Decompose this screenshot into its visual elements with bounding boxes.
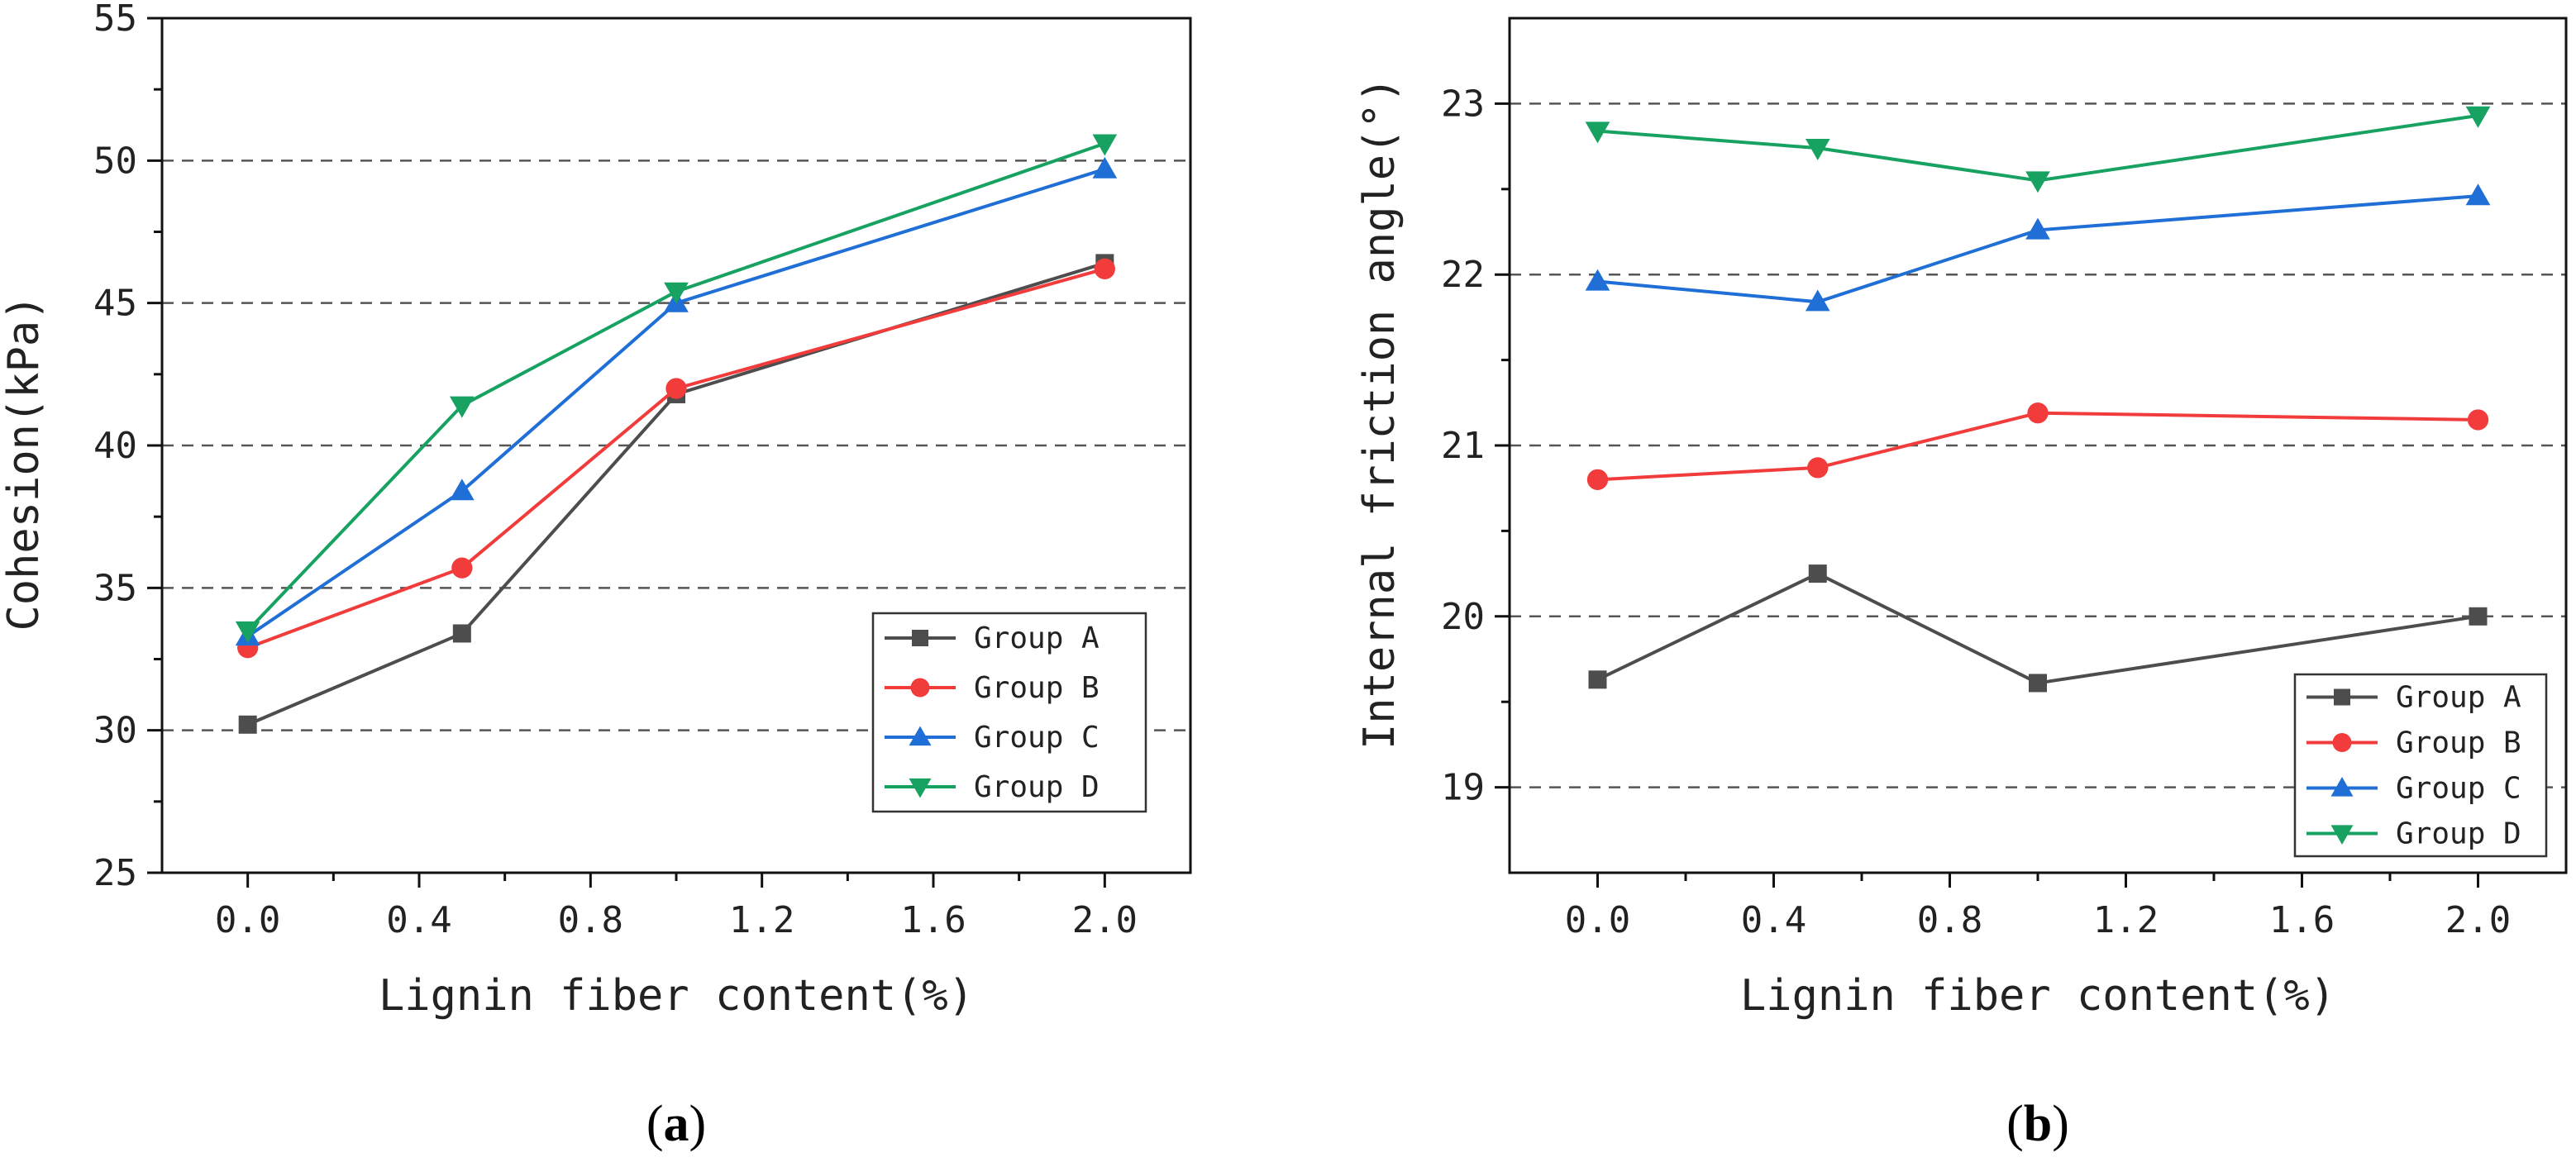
x-tick-label: 1.6 [2269, 899, 2335, 941]
data-point [1805, 289, 1830, 312]
y-axis-title: Internal friction angle(°) [1355, 77, 1405, 750]
x-tick-label: 2.0 [1072, 899, 1138, 941]
series-line [1596, 571, 2478, 685]
data-point [449, 479, 475, 501]
x-tick-label: 0.8 [558, 899, 623, 941]
legend: Group A Group B Group C Group D [2293, 673, 2548, 858]
data-point [1092, 156, 1118, 179]
y-tick-label: 23 [1441, 83, 1485, 125]
x-tick-label: 0.8 [1917, 899, 1982, 941]
legend-marker [909, 726, 932, 746]
data-point [1094, 258, 1115, 279]
x-tick-label: 1.6 [900, 899, 966, 941]
x-tick-label: 0.0 [215, 899, 280, 941]
series-group-d [1585, 106, 2491, 193]
legend-label: Group B [2396, 726, 2521, 760]
data-point [449, 396, 475, 418]
legend: Group A Group B Group C Group D [871, 612, 1147, 813]
y-tick-label: 22 [1441, 254, 1485, 296]
series-line [1597, 113, 2478, 183]
data-point [235, 621, 260, 643]
legend-marker [2332, 733, 2352, 752]
data-point [1807, 457, 1829, 479]
series-group-d [235, 134, 1118, 643]
legend-marker [912, 630, 928, 646]
y-tick-label: 55 [93, 0, 137, 40]
panel-label-letter: a [664, 1096, 689, 1152]
data-point [2467, 409, 2489, 431]
x-tick-label: 0.4 [386, 899, 451, 941]
chart-panel-b: 0.0 0.4 0.8 1.2 1.6 2.0 19 20 21 22 23 Lignin fiber… [1355, 17, 2568, 1152]
y-tick-label: 45 [93, 283, 137, 325]
y-axis-title: Cohesion(kPa) [0, 295, 49, 631]
x-tick-label: 1.2 [729, 899, 794, 941]
chart-panel-a: 0.0 0.4 0.8 1.2 1.6 2.0 25 30 35 40 45 50 55 Lignin f… [0, 0, 1192, 1152]
y-tick-label: 19 [1441, 767, 1485, 809]
series-group-a [1588, 564, 2488, 693]
data-point [452, 624, 471, 643]
data-point [1585, 121, 1610, 144]
y-tick-label: 25 [93, 852, 137, 894]
legend-label: Group C [2396, 772, 2521, 806]
legend-marker [2330, 777, 2354, 797]
legend-marker [909, 778, 932, 798]
x-tick-label: 1.2 [2093, 899, 2159, 941]
y-tick-label: 50 [93, 140, 137, 182]
x-tick-label: 0.0 [1565, 899, 1630, 941]
legend-label: Group A [2396, 681, 2521, 715]
x-tick-label: 0.4 [1741, 899, 1806, 941]
legend-marker [2334, 688, 2350, 706]
legend-marker [2330, 825, 2354, 845]
data-point [2029, 674, 2047, 693]
x-axis-title: Lignin fiber content(%) [1740, 971, 2335, 1021]
series-group-b [237, 258, 1115, 659]
data-point [2465, 106, 2491, 128]
data-point [2025, 217, 2050, 240]
y-tick-label: 40 [93, 425, 137, 467]
data-point [2027, 402, 2049, 424]
data-point [2025, 171, 2050, 193]
series-line [1597, 194, 2478, 304]
panel-label: (a) [646, 1096, 706, 1152]
series-line [246, 141, 1105, 632]
legend-marker [910, 678, 930, 698]
y-tick-label: 35 [93, 567, 137, 609]
legend-label: Group C [974, 721, 1100, 755]
data-point [664, 282, 689, 304]
series-line [246, 167, 1105, 638]
data-point [1586, 469, 1609, 491]
data-point [665, 378, 687, 399]
y-tick-label: 30 [93, 710, 137, 752]
series-line [246, 267, 1105, 650]
series-line [1597, 411, 2478, 482]
y-tick-label: 20 [1441, 596, 1485, 638]
data-point [1585, 269, 1610, 291]
legend-label: Group D [974, 770, 1100, 804]
legend-label: Group A [974, 621, 1100, 655]
legend-label: Group B [974, 671, 1100, 705]
data-point [1588, 670, 1607, 689]
y-tick-label: 21 [1441, 425, 1485, 467]
data-point [2469, 607, 2488, 626]
legend-label: Group D [2396, 817, 2521, 851]
data-point [1092, 134, 1118, 156]
panel-label: (b) [2006, 1096, 2069, 1152]
panel-label-letter: b [2024, 1096, 2052, 1152]
series-group-c [1585, 183, 2491, 312]
data-point [2465, 183, 2491, 206]
x-axis-title: Lignin fiber content(%) [379, 971, 974, 1021]
data-point [1808, 564, 1827, 583]
data-point [238, 715, 257, 734]
x-tick-label: 2.0 [2445, 899, 2511, 941]
data-point [1805, 139, 1830, 161]
data-point [451, 557, 473, 579]
series-group-b [1586, 402, 2489, 491]
